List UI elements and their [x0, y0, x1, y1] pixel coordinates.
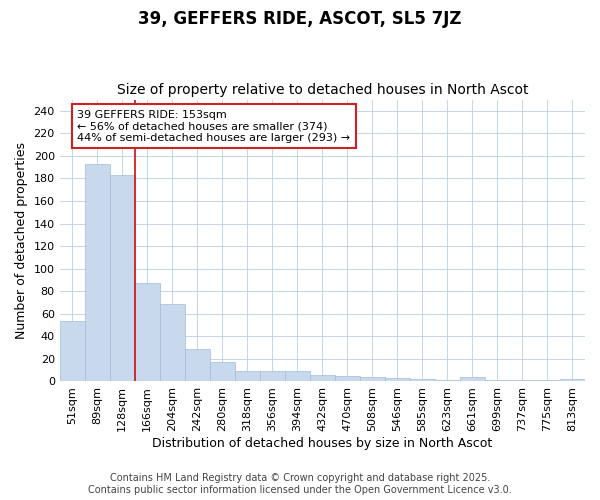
Bar	[185, 349, 210, 382]
Bar	[135, 284, 160, 382]
Bar	[160, 304, 185, 382]
Bar	[285, 372, 310, 382]
Bar	[435, 380, 460, 382]
Bar	[560, 379, 585, 382]
Bar	[335, 376, 360, 382]
Bar	[460, 377, 485, 382]
Bar	[360, 377, 385, 382]
Text: 39, GEFFERS RIDE, ASCOT, SL5 7JZ: 39, GEFFERS RIDE, ASCOT, SL5 7JZ	[138, 10, 462, 28]
Text: 39 GEFFERS RIDE: 153sqm
← 56% of detached houses are smaller (374)
44% of semi-d: 39 GEFFERS RIDE: 153sqm ← 56% of detache…	[77, 110, 350, 143]
Bar	[485, 380, 510, 382]
Bar	[85, 164, 110, 382]
Bar	[235, 372, 260, 382]
Text: Contains HM Land Registry data © Crown copyright and database right 2025.
Contai: Contains HM Land Registry data © Crown c…	[88, 474, 512, 495]
Bar	[210, 362, 235, 382]
Y-axis label: Number of detached properties: Number of detached properties	[15, 142, 28, 339]
X-axis label: Distribution of detached houses by size in North Ascot: Distribution of detached houses by size …	[152, 437, 493, 450]
Bar	[260, 372, 285, 382]
Bar	[510, 380, 535, 382]
Bar	[535, 380, 560, 382]
Bar	[59, 320, 85, 382]
Bar	[310, 374, 335, 382]
Title: Size of property relative to detached houses in North Ascot: Size of property relative to detached ho…	[116, 83, 528, 97]
Bar	[110, 175, 135, 382]
Bar	[410, 379, 435, 382]
Bar	[385, 378, 410, 382]
